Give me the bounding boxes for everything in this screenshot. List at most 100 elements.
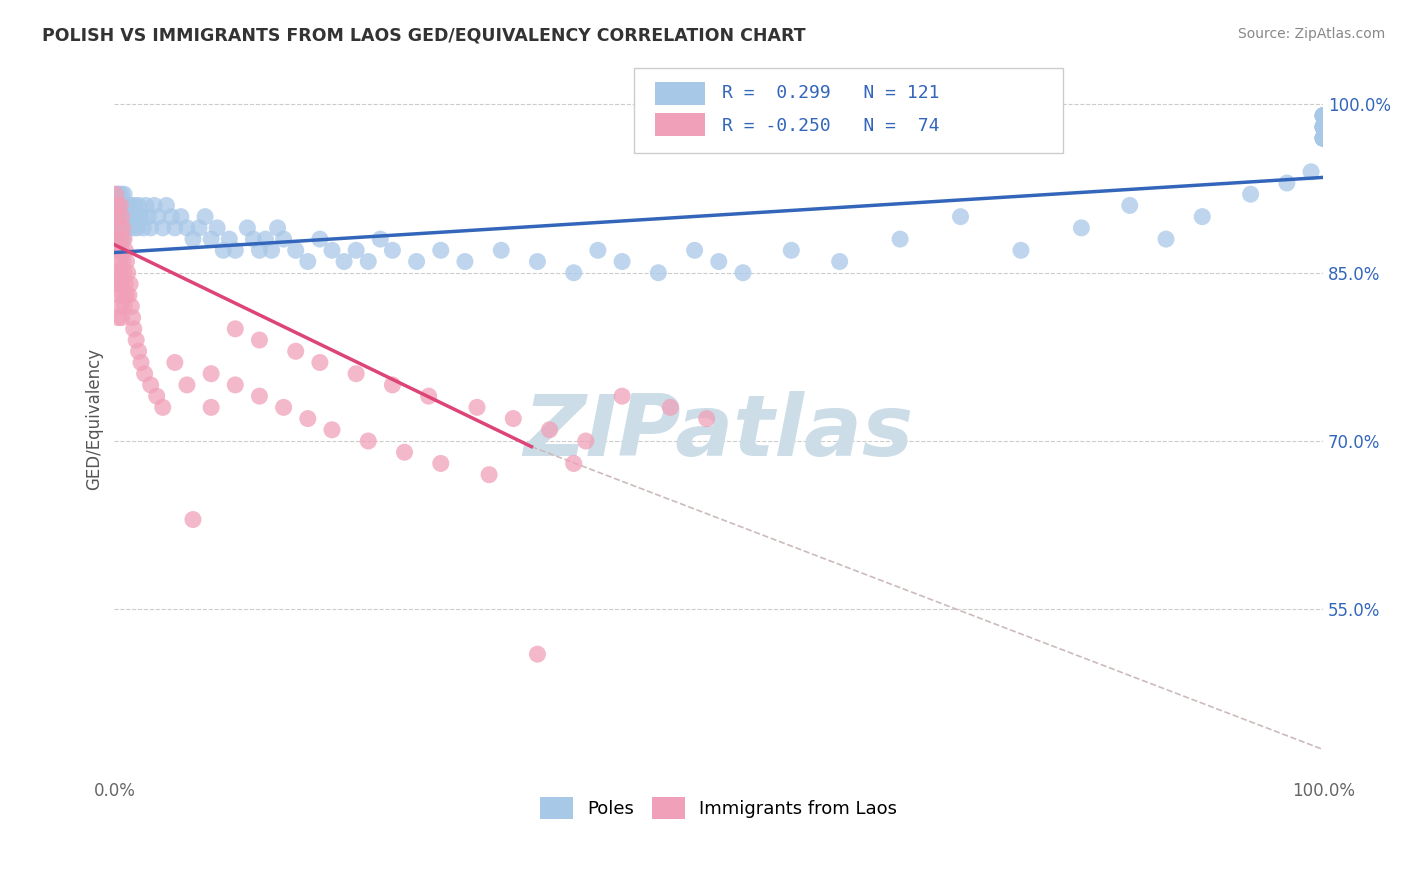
- Point: [526, 254, 548, 268]
- Text: R =  0.299   N = 121: R = 0.299 N = 121: [723, 84, 939, 102]
- Point: [110, 210, 132, 224]
- Point: [170, 210, 193, 224]
- Point: [111, 198, 134, 212]
- Point: [1312, 131, 1334, 145]
- Point: [114, 277, 136, 291]
- Point: [104, 266, 127, 280]
- Point: [112, 299, 135, 313]
- Text: POLISH VS IMMIGRANTS FROM LAOS GED/EQUIVALENCY CORRELATION CHART: POLISH VS IMMIGRANTS FROM LAOS GED/EQUIV…: [42, 27, 806, 45]
- Point: [107, 210, 129, 224]
- Point: [236, 220, 259, 235]
- Point: [146, 210, 169, 224]
- Point: [949, 210, 972, 224]
- Point: [205, 220, 228, 235]
- Point: [117, 266, 139, 280]
- Point: [200, 367, 222, 381]
- Point: [200, 232, 222, 246]
- Point: [127, 220, 149, 235]
- Point: [200, 401, 222, 415]
- Point: [117, 210, 139, 224]
- Point: [112, 198, 135, 212]
- Point: [163, 355, 186, 369]
- Point: [344, 244, 367, 258]
- Point: [1312, 120, 1334, 134]
- Point: [108, 254, 131, 268]
- Point: [1312, 109, 1334, 123]
- Point: [418, 389, 440, 403]
- Point: [120, 299, 142, 313]
- Point: [344, 367, 367, 381]
- Point: [1312, 120, 1334, 134]
- Point: [1010, 244, 1032, 258]
- Point: [124, 198, 146, 212]
- Point: [112, 210, 135, 224]
- Point: [357, 254, 380, 268]
- Point: [273, 232, 295, 246]
- Point: [114, 198, 136, 212]
- Point: [114, 220, 136, 235]
- Point: [1191, 210, 1213, 224]
- Point: [502, 411, 524, 425]
- Point: [1312, 131, 1334, 145]
- Point: [110, 220, 132, 235]
- Point: [108, 220, 131, 235]
- Point: [1070, 220, 1092, 235]
- Point: [107, 198, 129, 212]
- Point: [108, 210, 131, 224]
- Point: [1299, 165, 1322, 179]
- Point: [1312, 120, 1334, 134]
- Point: [163, 220, 186, 235]
- Text: R = -0.250   N =  74: R = -0.250 N = 74: [723, 117, 939, 135]
- Point: [107, 310, 129, 325]
- Point: [115, 210, 138, 224]
- Point: [1312, 109, 1334, 123]
- Point: [136, 210, 159, 224]
- Point: [218, 232, 240, 246]
- Point: [1154, 232, 1177, 246]
- Y-axis label: GED/Equivalency: GED/Equivalency: [86, 348, 103, 490]
- Point: [105, 244, 128, 258]
- Point: [188, 220, 211, 235]
- FancyBboxPatch shape: [634, 68, 1063, 153]
- Point: [309, 232, 332, 246]
- Point: [118, 288, 141, 302]
- Point: [160, 210, 183, 224]
- Point: [110, 299, 132, 313]
- Point: [132, 220, 155, 235]
- FancyBboxPatch shape: [655, 113, 706, 136]
- Point: [1312, 109, 1334, 123]
- Text: ZIPatlas: ZIPatlas: [523, 392, 914, 475]
- Point: [105, 277, 128, 291]
- Point: [125, 333, 148, 347]
- Point: [297, 254, 319, 268]
- Point: [242, 232, 264, 246]
- Point: [110, 198, 132, 212]
- Point: [129, 355, 152, 369]
- Point: [273, 401, 295, 415]
- Point: [111, 220, 134, 235]
- Point: [128, 210, 150, 224]
- Point: [562, 266, 585, 280]
- Point: [1312, 120, 1334, 134]
- Point: [297, 411, 319, 425]
- Point: [1312, 131, 1334, 145]
- Point: [111, 310, 134, 325]
- Point: [121, 210, 143, 224]
- Point: [224, 378, 246, 392]
- Point: [429, 457, 451, 471]
- Point: [249, 333, 271, 347]
- Point: [104, 187, 127, 202]
- Point: [696, 411, 718, 425]
- Point: [111, 210, 134, 224]
- Point: [134, 367, 156, 381]
- Point: [1239, 187, 1261, 202]
- Point: [610, 254, 633, 268]
- FancyBboxPatch shape: [655, 82, 706, 105]
- Point: [260, 244, 283, 258]
- Point: [1312, 109, 1334, 123]
- Point: [429, 244, 451, 258]
- Point: [780, 244, 803, 258]
- Point: [405, 254, 427, 268]
- Point: [394, 445, 416, 459]
- Point: [1312, 131, 1334, 145]
